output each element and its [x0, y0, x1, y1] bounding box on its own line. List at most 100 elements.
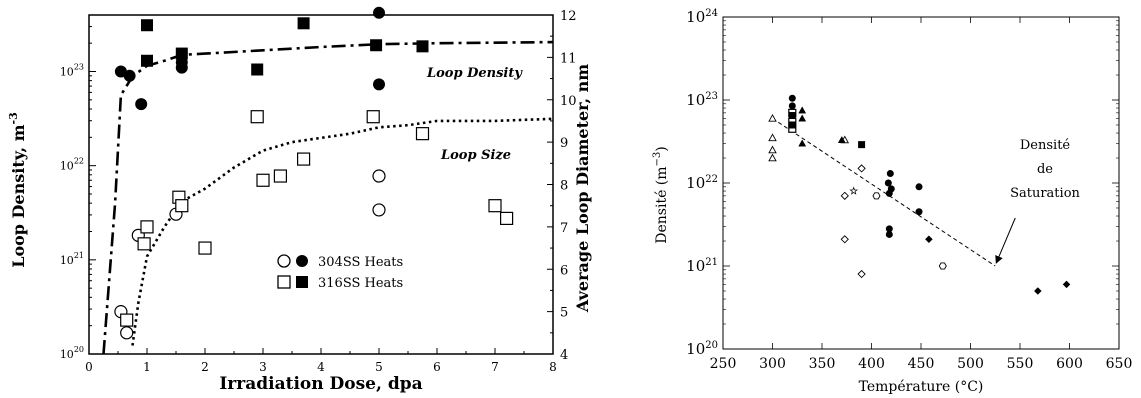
loop-x-tick-label: 7: [491, 360, 499, 374]
loop-y-right-tick-label: 8: [560, 179, 568, 194]
saturation-point-circle-filled: [885, 230, 893, 238]
saturation-point-triangle-open: [768, 113, 777, 122]
saturation-y-tick-label: 1023: [686, 91, 718, 109]
saturation-point-circle-filled: [788, 94, 796, 102]
loop-size-point: [366, 110, 380, 124]
loop-y-left-tick-label-exp: 21: [74, 251, 84, 260]
saturation-y-tick-label-exp: 20: [705, 340, 718, 351]
saturation-annotation-line2: de: [1037, 162, 1053, 177]
loop-size-point: [250, 110, 264, 124]
loop-size-point: [120, 326, 134, 340]
saturation-y-axis-label: Densité (m−3): [652, 146, 670, 244]
loop-x-tick-label: 6: [433, 360, 441, 374]
saturation-x-tick-label: 400: [858, 356, 885, 372]
saturation-point-star: [849, 186, 859, 195]
saturation-annotation-line1: Densité: [1020, 138, 1071, 153]
saturation-line: [772, 117, 996, 267]
saturation-y-tick-label-exp: 23: [705, 91, 718, 102]
loop-y-right-tick-label: 9: [560, 136, 568, 151]
loop-x-tick-label: 4: [317, 360, 325, 374]
saturation-point-circle-filled: [885, 225, 893, 233]
saturation-point-circle-filled: [884, 179, 892, 187]
loop-x-tick-label: 8: [549, 360, 557, 374]
saturation-point-triangle-filled: [837, 135, 846, 144]
saturation-arrow: [995, 217, 1016, 264]
loop-size-point: [256, 173, 270, 187]
loop-density-fit-line: [102, 40, 553, 354]
saturation-y-label-text: Densité (m: [654, 166, 670, 243]
legend-316-open-marker: [277, 275, 291, 289]
loop-density-point: [373, 78, 385, 91]
loop-size-point: [500, 211, 514, 225]
saturation-x-tick-label: 550: [1007, 356, 1034, 372]
saturation-point-diamond-filled: [925, 235, 933, 244]
loop-density-point: [123, 69, 136, 82]
saturation-point-circle-filled: [886, 170, 894, 178]
saturation-y-tick-label-base: 10: [686, 340, 705, 358]
loop-density-point: [416, 40, 429, 53]
loop-density-point: [251, 63, 264, 76]
saturation-point-diamond-open: [857, 164, 866, 173]
legend-304-open-marker: [277, 254, 291, 268]
loop-y-left-tick-label-base: 10: [60, 66, 74, 79]
loop-y-right-tick-label: 11: [560, 51, 577, 66]
saturation-point-triangle-filled: [798, 114, 807, 122]
saturation-y-label-close: ): [654, 146, 670, 151]
saturation-point-square-filled: [858, 141, 866, 149]
loop-x-tick-label: 3: [259, 360, 267, 374]
saturation-y-label-exp: −3: [652, 152, 663, 167]
saturation-point-circle-filled: [885, 189, 893, 197]
loop-y-left-tick-label: 1021: [60, 251, 84, 267]
loop-y-left-tick-label-base: 10: [60, 254, 74, 267]
loop-x-tick-label: 5: [375, 360, 383, 374]
saturation-point-triangle-open: [768, 145, 777, 154]
saturation-point-circle-filled: [788, 102, 796, 110]
saturation-y-tick-label-base: 10: [686, 8, 705, 26]
saturation-y-tick-label-base: 10: [686, 257, 705, 275]
saturation-point-triangle-open: [768, 133, 777, 142]
saturation-x-tick-label: 350: [809, 356, 836, 372]
loop-y-right-tick-label: 6: [560, 263, 568, 278]
saturation-point-diamond-open: [857, 269, 866, 279]
loop-y-axis-right-label: Average Loop Diameter, nm: [573, 64, 592, 313]
saturation-x-axis-label: Température (°C): [859, 379, 984, 395]
saturation-y-tick-label-exp: 22: [705, 174, 718, 185]
saturation-annotation-line3: Saturation: [1010, 186, 1080, 201]
saturation-y-tick-label-exp: 21: [705, 257, 718, 268]
saturation-x-tick-label: 600: [1056, 356, 1083, 372]
saturation-y-tick-label: 1024: [686, 8, 718, 26]
saturation-point-hexagon-open: [938, 262, 947, 270]
loop-x-tick-label: 1: [143, 360, 151, 374]
saturation-y-tick-label: 1020: [686, 340, 718, 358]
loop-size-point: [175, 199, 189, 213]
saturation-point-square-filled: [788, 112, 796, 120]
loop-size-point: [297, 152, 311, 166]
loop-y-left-tick-label: 1020: [60, 345, 84, 361]
saturation-y-tick-label-base: 10: [686, 91, 705, 109]
loop-y-left-tick-label-base: 10: [60, 160, 74, 173]
loop-size-point: [198, 241, 212, 255]
saturation-y-tick-label: 1021: [686, 257, 718, 275]
loop-density-point: [135, 98, 148, 111]
loop-x-tick-label: 0: [85, 360, 93, 374]
loop-y-right-tick-label: 4: [560, 348, 568, 363]
saturation-point-triangle-open: [768, 153, 777, 162]
loop-y-right-tick-label: 12: [560, 9, 577, 24]
saturation-point-square-filled: [788, 121, 796, 129]
loop-y-left-tick-label-exp: 23: [74, 63, 84, 72]
saturation-x-tick-label: 500: [957, 356, 984, 372]
saturation-point-diamond-filled: [1033, 287, 1042, 295]
loop-size-point: [137, 237, 151, 251]
loop-y-left-label-text: Loop Density, m: [9, 124, 28, 267]
saturation-point-diamond-open: [840, 235, 849, 244]
saturation-y-tick-label-base: 10: [686, 174, 705, 192]
loop-y-left-tick-label-exp: 22: [74, 157, 84, 166]
loop-x-axis-label: Irradiation Dose, dpa: [219, 374, 422, 394]
loop-y-right-tick-label: 5: [560, 306, 568, 321]
legend-304-filled-marker: [296, 255, 308, 267]
saturation-point-circle-filled: [915, 208, 923, 216]
saturation-point-diamond-open: [840, 191, 849, 200]
saturation-y-tick-label: 1022: [686, 174, 718, 192]
loop-y-left-tick-label-exp: 20: [74, 345, 84, 354]
